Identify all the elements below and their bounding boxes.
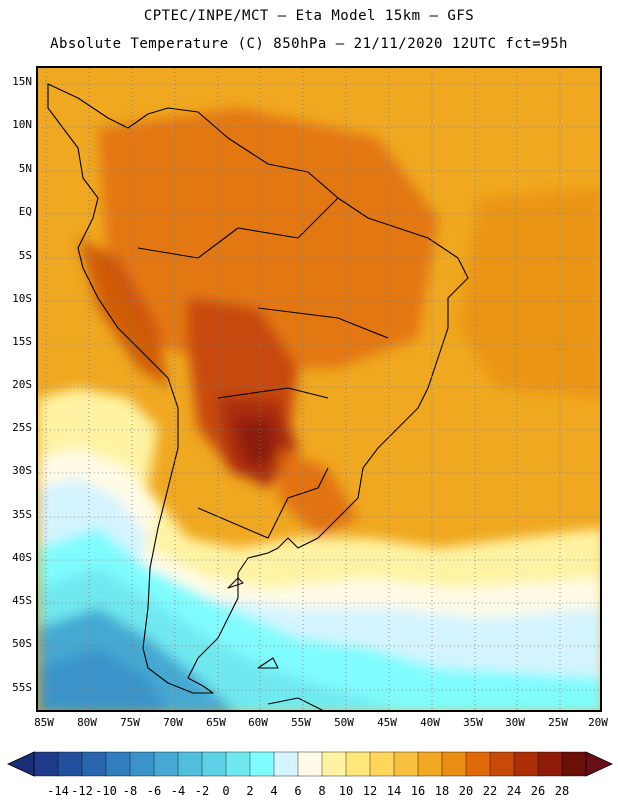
lat-label: 10S (12, 292, 32, 305)
legend-tick-label: 24 (506, 784, 522, 798)
legend-tick-label: 14 (386, 784, 402, 798)
lon-label: 20W (588, 716, 608, 729)
legend-tick-label: 4 (270, 784, 278, 798)
lon-label: 50W (334, 716, 354, 729)
lat-label: 35S (12, 508, 32, 521)
lat-label: 15N (12, 75, 32, 88)
lon-label: 75W (120, 716, 140, 729)
legend-tick-label: 28 (554, 784, 570, 798)
lon-label: 55W (291, 716, 311, 729)
legend-tick-label: 18 (434, 784, 450, 798)
legend-tick-label: 8 (318, 784, 326, 798)
legend-tick-label: -6 (146, 784, 162, 798)
lat-label: 15S (12, 335, 32, 348)
legend-cell (321, 751, 347, 777)
legend-cell (273, 751, 299, 777)
legend-tick-label: -12 (71, 784, 93, 798)
lat-label: 10N (12, 118, 32, 131)
lat-label: 50S (12, 637, 32, 650)
legend-low-arrow (7, 751, 35, 777)
lon-label: 40W (420, 716, 440, 729)
lat-label: 55S (12, 681, 32, 694)
legend-cell (177, 751, 203, 777)
legend-cell (417, 751, 443, 777)
legend-cell (561, 751, 587, 777)
temperature-field (38, 108, 600, 710)
legend-cell (393, 751, 419, 777)
legend-cell (537, 751, 563, 777)
legend-cell (33, 751, 59, 777)
legend-high-arrow (585, 751, 613, 777)
legend-cell (465, 751, 491, 777)
legend-cell (513, 751, 539, 777)
legend-cell (297, 751, 323, 777)
lon-label: 60W (248, 716, 268, 729)
legend-cell (57, 751, 83, 777)
legend-cell (153, 751, 179, 777)
legend-tick-label: 2 (246, 784, 254, 798)
legend-tick-label: 26 (530, 784, 546, 798)
lat-label: 40S (12, 551, 32, 564)
legend-tick-label: 10 (338, 784, 354, 798)
legend-cell (201, 751, 227, 777)
lat-label: 20S (12, 378, 32, 391)
continent-outline (47, 83, 469, 710)
legend-cell (489, 751, 515, 777)
lat-label: 5S (18, 249, 32, 262)
lon-label: 30W (505, 716, 525, 729)
lat-label: 25S (12, 421, 32, 434)
legend-tick-label: 6 (294, 784, 302, 798)
legend-cell (225, 751, 251, 777)
legend-tick-label: 20 (458, 784, 474, 798)
lon-label: 45W (377, 716, 397, 729)
legend-tick-label: -8 (122, 784, 138, 798)
lat-label: EQ (18, 205, 32, 218)
legend-tick-label: -10 (95, 784, 117, 798)
legend-tick-label: -4 (170, 784, 186, 798)
legend-cell (441, 751, 467, 777)
legend-cell (105, 751, 131, 777)
legend-tick-label: 12 (362, 784, 378, 798)
legend-tick-label: 0 (222, 784, 230, 798)
title-line-2: Absolute Temperature (C) 850hPa – 21/11/… (50, 36, 568, 52)
title-line-1: CPTEC/INPE/MCT – Eta Model 15km – GFS (143, 8, 475, 24)
color-legend (7, 751, 613, 777)
lon-label: 65W (206, 716, 226, 729)
legend-cell (345, 751, 371, 777)
legend-cell (129, 751, 155, 777)
legend-tick-label: -2 (194, 784, 210, 798)
lon-label: 25W (548, 716, 568, 729)
legend-cell (81, 751, 107, 777)
map-canvas (38, 68, 600, 710)
lon-label: 70W (163, 716, 183, 729)
lat-label: 45S (12, 594, 32, 607)
lon-label: 80W (77, 716, 97, 729)
legend-cells (33, 751, 587, 777)
temperature-map (36, 66, 602, 712)
lon-label: 35W (463, 716, 483, 729)
legend-tick-label: 22 (482, 784, 498, 798)
lat-label: 30S (12, 464, 32, 477)
lat-label: 5N (18, 162, 32, 175)
legend-cell (249, 751, 275, 777)
lon-label: 85W (34, 716, 54, 729)
legend-tick-label: 16 (410, 784, 426, 798)
legend-tick-label: -14 (47, 784, 69, 798)
legend-cell (369, 751, 395, 777)
